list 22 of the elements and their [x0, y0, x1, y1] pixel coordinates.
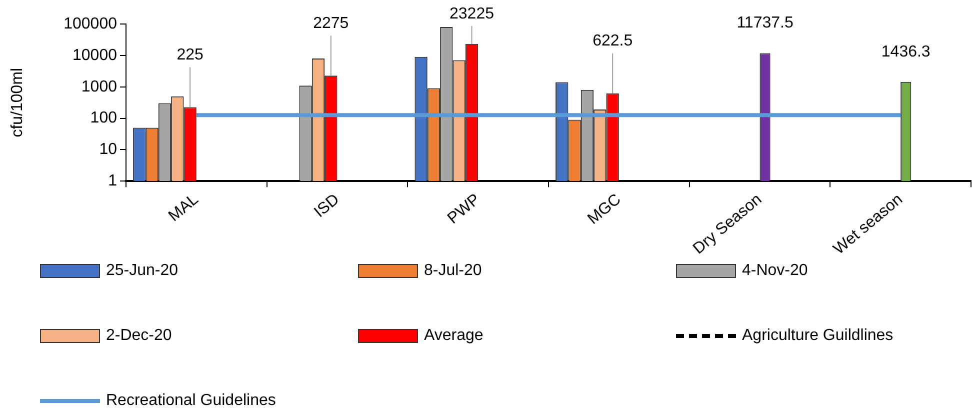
x-tick-label: MAL — [166, 190, 202, 226]
y-tick-label: 1 — [108, 172, 118, 190]
legend-label: 25-Jun-20 — [106, 262, 178, 280]
data-label: 2275 — [313, 15, 349, 32]
y-tick-label: 100 — [90, 110, 118, 127]
data-label: 225 — [176, 46, 204, 64]
y-tick-label: 1000 — [81, 78, 118, 96]
legend-label: 2-Dec-20 — [106, 327, 172, 345]
y-tick-label: 10000 — [72, 46, 118, 64]
x-tick-label: ISD — [311, 190, 343, 222]
legend-label: 8-Jul-20 — [424, 262, 482, 280]
y-tick-label: 100000 — [64, 15, 118, 32]
legend-label: Average — [424, 327, 484, 345]
legend-label: Agriculture Guildlines — [742, 327, 894, 345]
data-label: 11737.5 — [736, 14, 794, 32]
legend-label: 4-Nov-20 — [742, 262, 808, 280]
data-label: 622.5 — [592, 32, 633, 50]
legend-label: Recreational Guidelines — [106, 392, 276, 410]
y-tick-label: 10 — [99, 141, 118, 158]
data-label: 1436.3 — [881, 43, 930, 60]
y-axis-title: cfu/100ml — [9, 68, 26, 138]
data-label: 23225 — [449, 5, 494, 22]
